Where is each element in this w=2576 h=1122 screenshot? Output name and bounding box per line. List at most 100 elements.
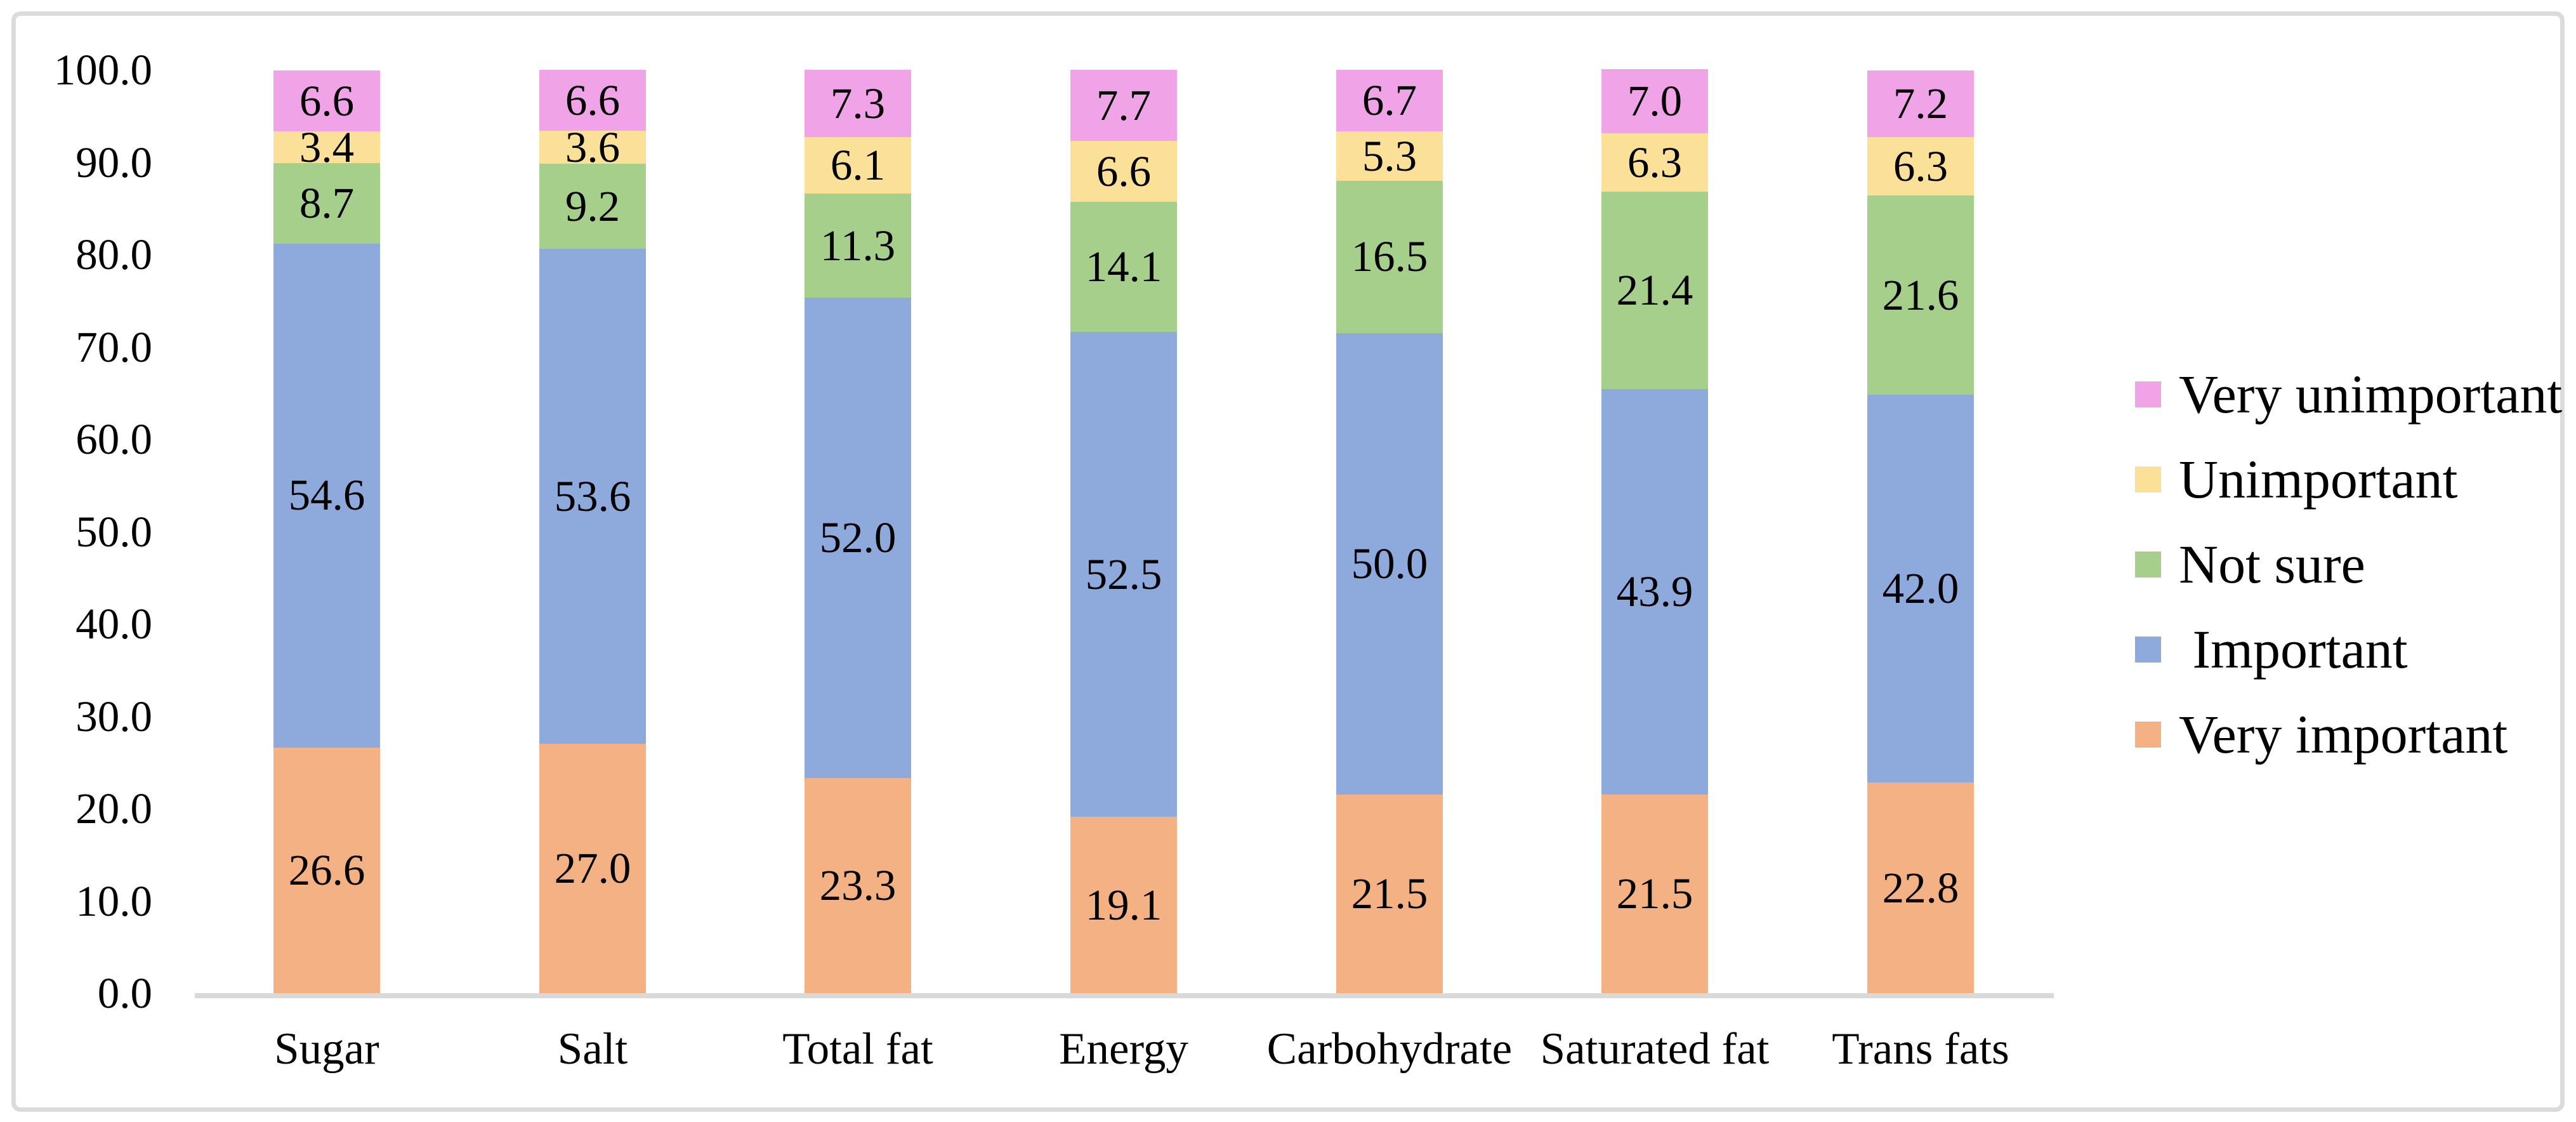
bar-segment: 6.6 (1070, 141, 1177, 202)
data-label: 3.6 (565, 122, 621, 171)
data-label: 21.4 (1616, 266, 1693, 315)
bar-segment: 3.4 (273, 125, 380, 169)
data-label: 42.0 (1882, 564, 1959, 613)
legend-swatch-icon (2135, 466, 2161, 492)
data-label: 19.1 (1085, 880, 1162, 929)
data-label: 6.1 (830, 141, 886, 190)
legend-swatch-icon (2135, 381, 2161, 407)
y-tick-label: 70.0 (76, 322, 152, 371)
y-tick-label: 20.0 (76, 784, 152, 833)
data-label: 6.3 (1627, 138, 1683, 187)
bar-segment: 6.3 (1867, 137, 1974, 195)
data-label: 21.6 (1882, 270, 1959, 319)
bar-segment: 52.0 (805, 298, 911, 778)
y-tick-label: 50.0 (76, 507, 152, 556)
data-label: 53.6 (554, 472, 631, 520)
data-label: 6.6 (299, 76, 355, 125)
data-label: 5.3 (1362, 131, 1417, 180)
bar-segment: 6.6 (273, 70, 380, 132)
y-tick-label: 90.0 (76, 138, 152, 187)
bar-segment: 21.4 (1601, 192, 1708, 390)
data-label: 52.5 (1085, 550, 1162, 598)
bar-segment: 53.6 (539, 249, 646, 744)
legend-item: Important (2135, 617, 2408, 681)
y-tick-label: 40.0 (76, 600, 152, 648)
data-label: 7.0 (1627, 76, 1683, 125)
bar-segment: 6.7 (1336, 70, 1443, 132)
data-label: 14.1 (1085, 242, 1162, 291)
data-label: 54.6 (288, 471, 365, 520)
y-tick-label: 0.0 (97, 969, 152, 1017)
bar-segment: 6.1 (805, 137, 911, 194)
data-label: 26.6 (288, 845, 365, 894)
bar-segment: 50.0 (1336, 333, 1443, 795)
data-label: 52.0 (819, 513, 897, 562)
data-label: 3.4 (299, 122, 355, 171)
bar-segment: 23.3 (805, 777, 911, 993)
bar-segment: 52.5 (1070, 332, 1177, 817)
bar-segment: 3.6 (539, 125, 646, 169)
bar-segment: 14.1 (1070, 202, 1177, 333)
legend-item: Very important (2135, 703, 2507, 766)
legend-swatch-icon (2135, 636, 2161, 663)
bar-segment: 6.3 (1601, 133, 1708, 192)
x-category-label: Total fat (782, 1024, 933, 1074)
data-label: 7.3 (830, 79, 886, 128)
legend-label: Very unimportant (2179, 364, 2563, 425)
chart-border (11, 11, 2565, 1112)
data-label: 6.3 (1893, 142, 1948, 190)
y-tick-label: 60.0 (76, 415, 152, 463)
bar-segment: 54.6 (273, 243, 380, 748)
data-label: 43.9 (1616, 567, 1693, 616)
legend-label: Important (2179, 619, 2408, 680)
bar-segment: 6.6 (539, 70, 646, 131)
data-label: 50.0 (1351, 539, 1428, 588)
legend-item: Very unimportant (2135, 362, 2562, 426)
data-label: 8.7 (299, 178, 355, 227)
data-label: 21.5 (1616, 869, 1693, 918)
bar-segment: 7.3 (805, 70, 911, 138)
data-label: 23.3 (819, 861, 897, 909)
bar-segment: 42.0 (1867, 395, 1974, 783)
data-label: 7.2 (1893, 79, 1948, 128)
x-category-label: Trans fats (1832, 1024, 2009, 1074)
legend-item: Not sure (2135, 532, 2365, 596)
data-label: 11.3 (820, 221, 896, 270)
x-category-label: Energy (1059, 1024, 1188, 1074)
x-category-label: Salt (557, 1024, 628, 1074)
legend-swatch-icon (2135, 721, 2161, 748)
x-category-label: Carbohydrate (1266, 1024, 1513, 1074)
bar-segment: 19.1 (1070, 817, 1177, 993)
bar-segment: 11.3 (805, 193, 911, 298)
data-label: 22.8 (1882, 863, 1959, 912)
bar-segment: 7.7 (1070, 70, 1177, 142)
data-label: 21.5 (1351, 869, 1428, 918)
bar-segment: 7.2 (1867, 70, 1974, 138)
legend-label: Very important (2179, 704, 2508, 765)
data-label: 6.6 (565, 76, 621, 124)
legend-label: Unimportant (2179, 449, 2458, 510)
bar-segment: 43.9 (1601, 389, 1708, 795)
legend-item: Unimportant (2135, 447, 2458, 511)
x-category-label: Saturated fat (1540, 1024, 1770, 1074)
data-label: 7.7 (1096, 81, 1152, 129)
data-label: 6.6 (1096, 147, 1152, 195)
bar-segment: 5.3 (1336, 131, 1443, 181)
bar-segment: 27.0 (539, 744, 646, 993)
bar-segment: 21.5 (1336, 795, 1443, 993)
y-tick-label: 30.0 (76, 692, 152, 741)
data-label: 16.5 (1351, 232, 1428, 281)
bar-segment: 21.6 (1867, 195, 1974, 395)
bar-segment: 9.2 (539, 164, 646, 249)
legend-swatch-icon (2135, 551, 2161, 578)
x-category-label: Sugar (274, 1024, 379, 1074)
bar-segment: 7.0 (1601, 69, 1708, 134)
data-label: 6.7 (1362, 76, 1417, 125)
y-tick-label: 80.0 (76, 230, 152, 279)
x-axis-line (195, 993, 2054, 998)
bar-segment: 21.5 (1601, 795, 1708, 993)
y-tick-label: 10.0 (76, 876, 152, 925)
y-tick-label: 100.0 (53, 46, 152, 94)
bar-segment: 26.6 (273, 747, 380, 993)
